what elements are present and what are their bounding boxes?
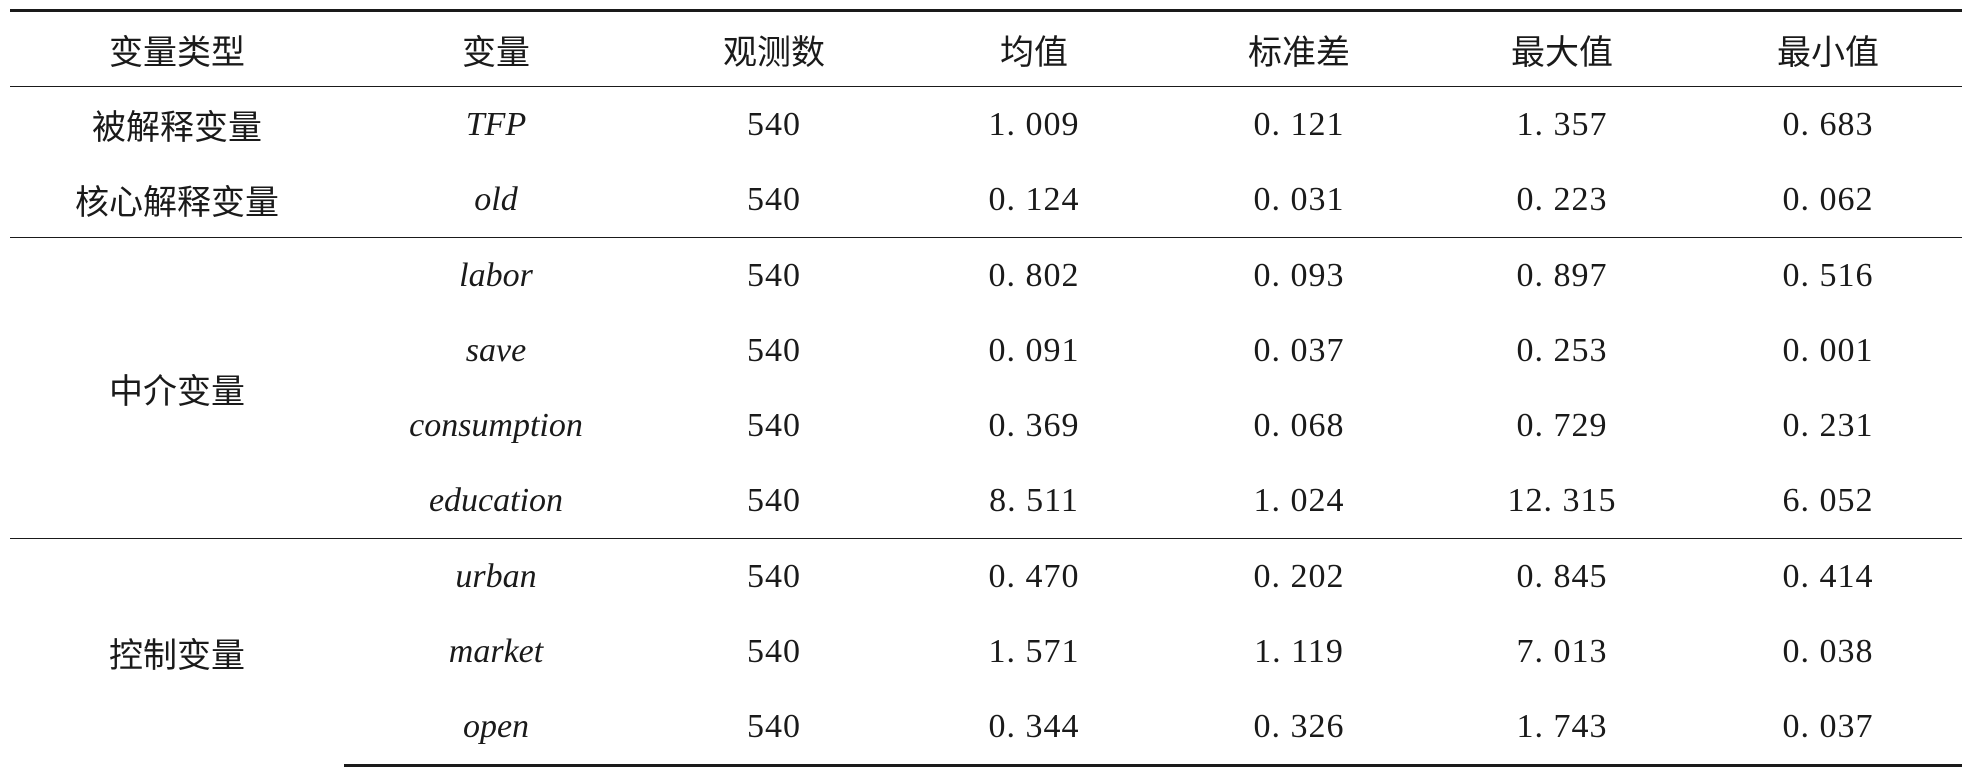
max-cell: 7. 013 [1516,632,1608,670]
table-header-row: 变量类型 变量 观测数 均值 标准差 最大值 最小值 [10,9,1962,87]
table-row: save 540 0. 091 0. 037 0. 253 0. 001 [10,313,1962,388]
table-group-explained: 被解释变量 TFP 540 1. 009 0. 121 1. 357 0. 68… [10,86,1962,238]
std-dev-cell: 0. 031 [1253,180,1345,218]
table-row: 控制变量 urban 540 0. 470 0. 202 0. 845 0. 4… [10,538,1962,766]
header-min: 最小值 [1694,9,1962,87]
observations-cell: 540 [747,632,801,670]
max-cell: 0. 845 [1430,538,1694,614]
observations-cell: 540 [747,331,801,369]
std-dev-cell: 1. 119 [1254,632,1344,670]
table-row: 核心解释变量 old 540 0. 124 0. 031 0. 223 0. 0… [10,162,1962,238]
table-row: consumption 540 0. 369 0. 068 0. 729 0. … [10,388,1962,463]
observations-cell: 540 [648,237,900,313]
std-dev-cell: 0. 068 [1253,406,1345,444]
observations-cell: 540 [747,406,801,444]
variable-name-cell: urban [344,538,648,614]
max-cell: 12. 315 [1507,481,1617,519]
observations-cell: 540 [747,481,801,519]
max-cell: 1. 743 [1430,689,1694,767]
mean-cell: 0. 344 [900,689,1168,767]
mean-cell: 8. 511 [989,481,1079,519]
table-row: open 540 0. 344 0. 326 1. 743 0. 037 [10,689,1962,767]
std-dev-cell: 0. 202 [1168,538,1430,614]
mean-cell: 0. 802 [900,237,1168,313]
header-observations: 观测数 [648,9,900,87]
observations-cell: 540 [648,689,900,767]
min-cell: 0. 516 [1694,237,1962,313]
table-row: market 540 1. 571 1. 119 7. 013 0. 038 [10,614,1962,689]
std-dev-cell: 0. 121 [1168,86,1430,162]
descriptive-statistics-table: 变量类型 变量 观测数 均值 标准差 最大值 最小值 被解释变量 TFP 540… [10,9,1962,767]
max-cell: 1. 357 [1430,86,1694,162]
min-cell: 6. 052 [1782,481,1874,519]
std-dev-cell: 0. 093 [1168,237,1430,313]
variable-type-cell: 控制变量 [10,538,344,766]
observations-cell: 540 [648,538,900,614]
observations-cell: 540 [747,180,801,218]
min-cell: 0. 001 [1782,331,1874,369]
header-variable-type: 变量类型 [10,9,344,87]
header-max: 最大值 [1430,9,1694,87]
variable-name-cell: save [465,331,527,369]
header-std-dev: 标准差 [1168,9,1430,87]
variable-name-cell: open [344,689,648,767]
descriptive-statistics-table-wrapper: 变量类型 变量 观测数 均值 标准差 最大值 最小值 被解释变量 TFP 540… [10,9,1962,767]
mean-cell: 0. 369 [988,406,1080,444]
table-row: education 540 8. 511 1. 024 12. 315 6. 0… [10,463,1962,539]
max-cell: 0. 223 [1516,180,1608,218]
min-cell: 0. 231 [1782,406,1874,444]
header-variable: 变量 [344,9,648,87]
min-cell: 0. 062 [1782,180,1874,218]
min-cell: 0. 414 [1694,538,1962,614]
variable-name-cell: labor [344,237,648,313]
max-cell: 0. 253 [1516,331,1608,369]
min-cell: 0. 683 [1694,86,1962,162]
mean-cell: 1. 009 [900,86,1168,162]
mean-cell: 1. 571 [988,632,1080,670]
table-row: 被解释变量 TFP 540 1. 009 0. 121 1. 357 0. 68… [10,86,1962,162]
mean-cell: 0. 124 [988,180,1080,218]
variable-name-cell: consumption [409,406,583,444]
header-mean: 均值 [900,9,1168,87]
variable-name-cell: old [474,180,518,218]
max-cell: 0. 729 [1516,406,1608,444]
variable-name-cell: TFP [344,86,648,162]
variable-type-cell: 中介变量 [10,237,344,539]
min-cell: 0. 038 [1782,632,1874,670]
observations-cell: 540 [648,86,900,162]
variable-type-cell: 核心解释变量 [75,183,279,223]
variable-name-cell: education [428,481,564,519]
std-dev-cell: 0. 326 [1168,689,1430,767]
table-group-control: 控制变量 urban 540 0. 470 0. 202 0. 845 0. 4… [10,538,1962,767]
mean-cell: 0. 091 [988,331,1080,369]
variable-type-cell: 被解释变量 [10,86,344,162]
variable-name-cell: market [448,632,544,670]
max-cell: 0. 897 [1430,237,1694,313]
table-row: 中介变量 labor 540 0. 802 0. 093 0. 897 0. 5… [10,237,1962,539]
std-dev-cell: 0. 037 [1253,331,1345,369]
mean-cell: 0. 470 [900,538,1168,614]
min-cell: 0. 037 [1694,689,1962,767]
table-group-mediator: 中介变量 labor 540 0. 802 0. 093 0. 897 0. 5… [10,237,1962,539]
std-dev-cell: 1. 024 [1253,481,1345,519]
